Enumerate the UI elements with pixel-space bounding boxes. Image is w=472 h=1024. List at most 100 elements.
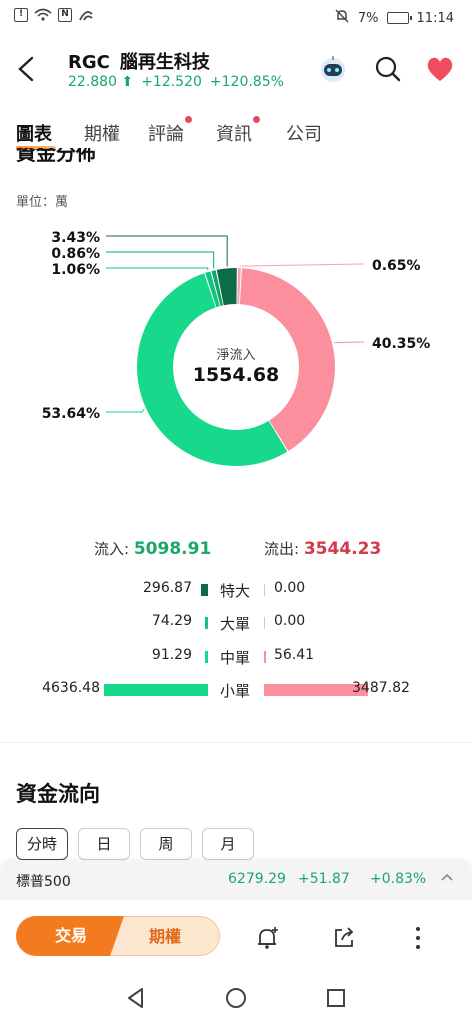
tab-news[interactable]: 資訊 bbox=[216, 116, 260, 146]
flow-row-in-bar bbox=[205, 651, 208, 663]
status-icons-left: ! N bbox=[14, 8, 94, 26]
flow-row-out: 0.00 bbox=[274, 580, 306, 596]
section-divider bbox=[0, 742, 472, 743]
status-bar: ! N 7% 11:14 bbox=[0, 0, 472, 34]
donut-slice bbox=[216, 268, 237, 306]
favorite-button[interactable] bbox=[424, 54, 456, 84]
share-button[interactable] bbox=[330, 924, 358, 952]
flow-row-in-bar bbox=[201, 584, 208, 596]
period-tab-month[interactable]: 月 bbox=[202, 828, 254, 860]
options-button[interactable]: 期權 bbox=[110, 916, 220, 956]
flow-row-large: 74.29 大單 0.00 bbox=[0, 611, 472, 635]
wifi-icon bbox=[34, 8, 52, 26]
flow-row-in: 91.29 bbox=[151, 647, 192, 663]
capital-distribution-donut-chart: 0.65% 40.35% 53.64% 1.06%0.86%3.43% bbox=[42, 230, 430, 466]
net-inflow-label: 淨流入 bbox=[216, 348, 256, 363]
notification-dot bbox=[185, 116, 192, 123]
outflow-label: 流出: bbox=[264, 540, 300, 558]
flow-row-in-bar bbox=[205, 617, 208, 629]
share-icon bbox=[335, 927, 354, 947]
index-name: 標普500 bbox=[16, 874, 71, 890]
index-change-pct: +0.83% bbox=[370, 871, 427, 887]
search-button[interactable] bbox=[374, 54, 402, 84]
flow-row-in-bar bbox=[104, 684, 208, 696]
clock: 11:14 bbox=[416, 10, 454, 26]
tab-options[interactable]: 期權 bbox=[84, 120, 120, 146]
donut-leader-line bbox=[106, 408, 145, 413]
tab-comments[interactable]: 評論 bbox=[148, 116, 192, 146]
flow-row-out-bar bbox=[264, 617, 265, 629]
heart-icon bbox=[427, 57, 453, 81]
status-icons-right: 7% 11:14 bbox=[334, 8, 454, 28]
tab-comments-label: 評論 bbox=[148, 124, 184, 145]
flow-row-category: 大單 bbox=[220, 615, 251, 633]
tab-company[interactable]: 公司 bbox=[286, 120, 322, 146]
robot-icon bbox=[321, 56, 345, 82]
period-tab-week[interactable]: 周 bbox=[140, 828, 192, 860]
square-recents-icon bbox=[327, 989, 345, 1007]
period-tab-day[interactable]: 日 bbox=[78, 828, 130, 860]
outflow-summary: 流出: 3544.23 bbox=[264, 538, 381, 559]
period-tab-intraday[interactable]: 分時 bbox=[16, 828, 68, 860]
flow-row-in: 4636.48 bbox=[42, 680, 100, 696]
donut-leader-line bbox=[106, 251, 215, 269]
nfc-icon: N bbox=[58, 8, 72, 22]
capital-distribution-title: 資金分佈 bbox=[16, 148, 96, 162]
flow-row-out-bar bbox=[264, 651, 266, 663]
alert-icon: ! bbox=[14, 8, 28, 22]
tab-company-label: 公司 bbox=[286, 124, 322, 145]
net-inflow-value: 1554.68 bbox=[192, 364, 280, 386]
donut-slice bbox=[239, 268, 335, 452]
flow-row-out-bar bbox=[264, 684, 368, 696]
flow-row-category: 特大 bbox=[220, 582, 251, 600]
period-tabs: 分時 日 周 月 bbox=[16, 828, 254, 860]
flow-row-out: 0.00 bbox=[274, 613, 306, 629]
notification-dot bbox=[253, 116, 260, 123]
stock-title: RGC 腦再生科技 bbox=[68, 48, 210, 74]
donut-slice-label: 40.35% bbox=[372, 336, 430, 352]
price-alert-button[interactable] bbox=[254, 924, 282, 952]
chevron-up-icon[interactable] bbox=[440, 870, 454, 888]
flow-row-out: 3487.82 bbox=[352, 680, 410, 696]
triangle-back-icon bbox=[128, 988, 143, 1008]
nav-recents-button[interactable] bbox=[324, 986, 348, 1010]
flow-row-category: 中單 bbox=[220, 649, 251, 667]
flow-row-out-bar bbox=[264, 584, 265, 596]
index-price: 6279.29 bbox=[228, 871, 286, 887]
link-icon bbox=[78, 8, 94, 26]
nav-home-button[interactable] bbox=[224, 986, 248, 1010]
donut-slice-label: 1.06% bbox=[51, 262, 100, 278]
stock-header: RGC 腦再生科技 22.880 ⬆ +12.520 +120.85% bbox=[0, 40, 472, 100]
trade-button[interactable]: 交易 bbox=[16, 916, 126, 956]
inflow-label: 流入: bbox=[94, 540, 130, 558]
index-change: +51.87 bbox=[298, 871, 350, 887]
mute-bell-icon bbox=[334, 8, 350, 28]
tab-bar: 圖表 期權 評論 資訊 公司 bbox=[0, 112, 472, 152]
back-button[interactable] bbox=[14, 54, 40, 84]
donut-slice-label: 3.43% bbox=[51, 230, 100, 246]
stock-name: 腦再生科技 bbox=[119, 52, 210, 73]
unit-label: 單位：萬 bbox=[16, 195, 69, 210]
flow-row-medium: 91.29 中單 56.41 bbox=[0, 645, 472, 669]
search-icon bbox=[375, 56, 401, 82]
donut-leader-line bbox=[240, 263, 364, 267]
flow-row-extra-large: 296.87 特大 0.00 bbox=[0, 578, 472, 602]
nav-back-button[interactable] bbox=[124, 986, 148, 1010]
donut-slice-label: 53.64% bbox=[42, 406, 100, 422]
donut-slice-label: 0.65% bbox=[372, 258, 421, 274]
bell-plus-icon bbox=[258, 927, 278, 949]
inflow-value: 5098.91 bbox=[133, 539, 212, 559]
flow-row-small: 4636.48 小單 3487.82 bbox=[0, 678, 472, 702]
stock-ticker: RGC bbox=[68, 52, 110, 73]
more-button[interactable] bbox=[404, 924, 432, 952]
flow-row-category: 小單 bbox=[220, 682, 251, 700]
ai-assistant-button[interactable] bbox=[318, 54, 348, 84]
index-ticker-bar[interactable]: 標普500 6279.29 +51.87 +0.83% bbox=[0, 860, 472, 900]
tab-chart[interactable]: 圖表 bbox=[16, 120, 52, 146]
battery-percent: 7% bbox=[357, 10, 379, 26]
donut-slice bbox=[136, 273, 288, 466]
active-tab-indicator bbox=[16, 146, 56, 150]
stock-price-wrap: 22.880 ⬆ bbox=[68, 74, 133, 90]
stock-quote: 22.880 ⬆ +12.520 +120.85% bbox=[68, 74, 284, 90]
fund-flow-title: 資金流向 bbox=[16, 782, 100, 806]
